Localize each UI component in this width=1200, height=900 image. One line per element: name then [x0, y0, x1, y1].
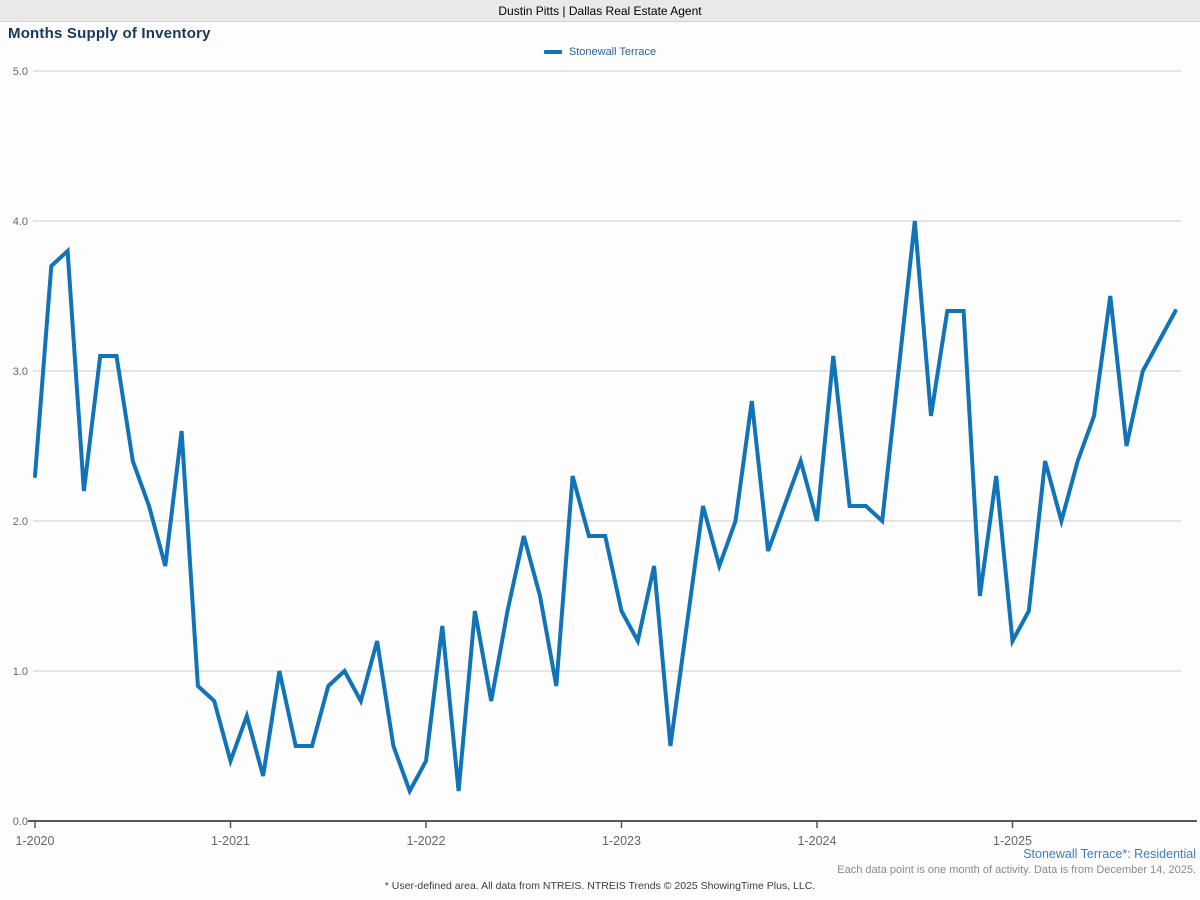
- svg-text:1-2024: 1-2024: [798, 834, 837, 848]
- svg-text:1-2021: 1-2021: [211, 834, 250, 848]
- svg-text:1-2022: 1-2022: [407, 834, 446, 848]
- svg-text:1-2023: 1-2023: [602, 834, 641, 848]
- gridlines: [33, 70, 1181, 672]
- svg-text:1-2025: 1-2025: [993, 834, 1032, 848]
- svg-text:4.0: 4.0: [13, 216, 28, 228]
- svg-text:1-2020: 1-2020: [16, 834, 55, 848]
- y-axis-labels: 0.0 1.0 2.0 3.0 4.0 5.0: [13, 66, 28, 828]
- data-period-note: Each data point is one month of activity…: [837, 864, 1196, 876]
- svg-text:5.0: 5.0: [13, 66, 28, 78]
- chart-title: Months Supply of Inventory: [8, 25, 211, 42]
- series-line-stonewall-terrace: [33, 220, 1178, 796]
- x-axis-labels: 1-2020 1-2021 1-2022 1-2023 1-2024 1-2025: [16, 834, 1032, 848]
- window-title-bar: Dustin Pitts | Dallas Real Estate Agent: [0, 0, 1200, 22]
- window-title: Dustin Pitts | Dallas Real Estate Agent: [498, 3, 702, 18]
- legend-series-label: Stonewall Terrace: [568, 46, 657, 58]
- chart-legend: Stonewall Terrace: [0, 46, 1200, 58]
- svg-text:2.0: 2.0: [13, 516, 28, 528]
- source-disclaimer: * User-defined area. All data from NTREI…: [384, 880, 816, 892]
- svg-text:0.0: 0.0: [13, 816, 28, 828]
- svg-text:1.0: 1.0: [13, 666, 28, 678]
- legend-line-swatch: [543, 50, 562, 54]
- svg-text:3.0: 3.0: [13, 366, 28, 378]
- x-axis-tick-marks: [34, 822, 1014, 828]
- series-footnote: Stonewall Terrace*: Residential: [1023, 847, 1196, 861]
